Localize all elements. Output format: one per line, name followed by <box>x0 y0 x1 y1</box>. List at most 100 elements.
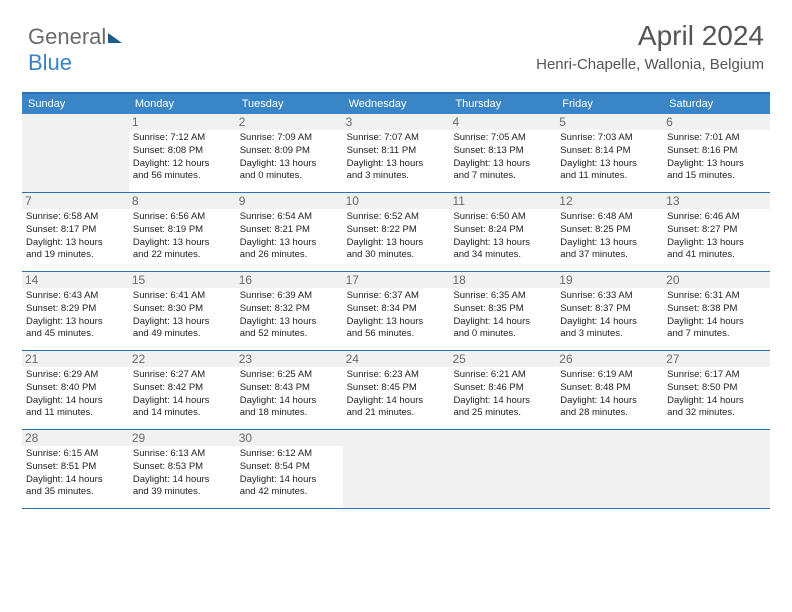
sunrise: Sunrise: 6:29 AM <box>26 369 125 382</box>
day-cell-empty <box>556 430 663 508</box>
sunset: Sunset: 8:40 PM <box>26 382 125 395</box>
daylight-line1: Daylight: 14 hours <box>667 316 766 329</box>
sunset: Sunset: 8:25 PM <box>560 224 659 237</box>
sunrise: Sunrise: 6:27 AM <box>133 369 232 382</box>
daylight-line1: Daylight: 14 hours <box>347 395 446 408</box>
daylight-line2: and 0 minutes. <box>453 328 552 341</box>
day-number: 9 <box>236 193 343 209</box>
daylight-line1: Daylight: 13 hours <box>26 237 125 250</box>
daylight-line2: and 7 minutes. <box>667 328 766 341</box>
dow-row: SundayMondayTuesdayWednesdayThursdayFrid… <box>22 94 770 114</box>
daylight-line1: Daylight: 13 hours <box>453 237 552 250</box>
day-info: Sunrise: 6:37 AMSunset: 8:34 PMDaylight:… <box>347 290 446 341</box>
day-cell: 18Sunrise: 6:35 AMSunset: 8:35 PMDayligh… <box>449 272 556 350</box>
sunrise: Sunrise: 6:41 AM <box>133 290 232 303</box>
day-number: 1 <box>129 114 236 130</box>
daylight-line2: and 3 minutes. <box>560 328 659 341</box>
day-cell: 13Sunrise: 6:46 AMSunset: 8:27 PMDayligh… <box>663 193 770 271</box>
daylight-line1: Daylight: 14 hours <box>560 316 659 329</box>
day-cell-empty <box>343 430 450 508</box>
week-row: 7Sunrise: 6:58 AMSunset: 8:17 PMDaylight… <box>22 193 770 272</box>
day-number: 22 <box>129 351 236 367</box>
daylight-line2: and 25 minutes. <box>453 407 552 420</box>
sunrise: Sunrise: 7:07 AM <box>347 132 446 145</box>
sunrise: Sunrise: 6:17 AM <box>667 369 766 382</box>
day-info: Sunrise: 7:05 AMSunset: 8:13 PMDaylight:… <box>453 132 552 183</box>
day-info: Sunrise: 7:01 AMSunset: 8:16 PMDaylight:… <box>667 132 766 183</box>
sunrise: Sunrise: 6:52 AM <box>347 211 446 224</box>
day-info: Sunrise: 6:31 AMSunset: 8:38 PMDaylight:… <box>667 290 766 341</box>
day-info: Sunrise: 7:09 AMSunset: 8:09 PMDaylight:… <box>240 132 339 183</box>
logo: General Blue <box>28 24 122 76</box>
day-cell: 9 Sunrise: 6:54 AMSunset: 8:21 PMDaylight… <box>236 193 343 271</box>
sunset: Sunset: 8:54 PM <box>240 461 339 474</box>
daylight-line2: and 0 minutes. <box>240 170 339 183</box>
day-number: 17 <box>343 272 450 288</box>
day-info: Sunrise: 6:17 AMSunset: 8:50 PMDaylight:… <box>667 369 766 420</box>
daylight-line1: Daylight: 14 hours <box>240 395 339 408</box>
day-info: Sunrise: 6:27 AMSunset: 8:42 PMDaylight:… <box>133 369 232 420</box>
logo-part2: Blue <box>28 50 72 75</box>
day-info: Sunrise: 6:15 AMSunset: 8:51 PMDaylight:… <box>26 448 125 499</box>
calendar: SundayMondayTuesdayWednesdayThursdayFrid… <box>22 92 770 509</box>
day-info: Sunrise: 6:39 AMSunset: 8:32 PMDaylight:… <box>240 290 339 341</box>
daylight-line2: and 28 minutes. <box>560 407 659 420</box>
day-number: 11 <box>449 193 556 209</box>
daylight-line1: Daylight: 13 hours <box>240 158 339 171</box>
daylight-line2: and 22 minutes. <box>133 249 232 262</box>
day-cell: 5Sunrise: 7:03 AMSunset: 8:14 PMDaylight… <box>556 114 663 192</box>
day-cell-empty <box>22 114 129 192</box>
daylight-line1: Daylight: 13 hours <box>347 158 446 171</box>
day-cell: 21Sunrise: 6:29 AMSunset: 8:40 PMDayligh… <box>22 351 129 429</box>
sunset: Sunset: 8:29 PM <box>26 303 125 316</box>
daylight-line2: and 26 minutes. <box>240 249 339 262</box>
logo-triangle-icon <box>108 33 122 43</box>
sunrise: Sunrise: 6:39 AM <box>240 290 339 303</box>
sunrise: Sunrise: 6:31 AM <box>667 290 766 303</box>
daylight-line2: and 18 minutes. <box>240 407 339 420</box>
day-cell: 27Sunrise: 6:17 AMSunset: 8:50 PMDayligh… <box>663 351 770 429</box>
daylight-line2: and 11 minutes. <box>26 407 125 420</box>
dow-cell: Thursday <box>449 94 556 114</box>
day-cell: 1Sunrise: 7:12 AMSunset: 8:08 PMDaylight… <box>129 114 236 192</box>
daylight-line2: and 41 minutes. <box>667 249 766 262</box>
sunset: Sunset: 8:53 PM <box>133 461 232 474</box>
daylight-line1: Daylight: 13 hours <box>560 158 659 171</box>
sunrise: Sunrise: 6:46 AM <box>667 211 766 224</box>
day-cell: 15Sunrise: 6:41 AMSunset: 8:30 PMDayligh… <box>129 272 236 350</box>
day-info: Sunrise: 6:54 AMSunset: 8:21 PMDaylight:… <box>240 211 339 262</box>
daylight-line2: and 56 minutes. <box>133 170 232 183</box>
day-cell: 30Sunrise: 6:12 AMSunset: 8:54 PMDayligh… <box>236 430 343 508</box>
sunset: Sunset: 8:45 PM <box>347 382 446 395</box>
daylight-line1: Daylight: 13 hours <box>453 158 552 171</box>
sunset: Sunset: 8:16 PM <box>667 145 766 158</box>
daylight-line1: Daylight: 14 hours <box>453 316 552 329</box>
daylight-line1: Daylight: 13 hours <box>240 237 339 250</box>
daylight-line2: and 11 minutes. <box>560 170 659 183</box>
sunset: Sunset: 8:21 PM <box>240 224 339 237</box>
day-info: Sunrise: 7:07 AMSunset: 8:11 PMDaylight:… <box>347 132 446 183</box>
day-cell: 20Sunrise: 6:31 AMSunset: 8:38 PMDayligh… <box>663 272 770 350</box>
daylight-line1: Daylight: 14 hours <box>133 395 232 408</box>
daylight-line1: Daylight: 13 hours <box>240 316 339 329</box>
sunset: Sunset: 8:13 PM <box>453 145 552 158</box>
day-info: Sunrise: 6:58 AMSunset: 8:17 PMDaylight:… <box>26 211 125 262</box>
sunrise: Sunrise: 6:58 AM <box>26 211 125 224</box>
day-info: Sunrise: 6:50 AMSunset: 8:24 PMDaylight:… <box>453 211 552 262</box>
location: Henri-Chapelle, Wallonia, Belgium <box>536 56 764 73</box>
sunset: Sunset: 8:11 PM <box>347 145 446 158</box>
day-info: Sunrise: 6:46 AMSunset: 8:27 PMDaylight:… <box>667 211 766 262</box>
daylight-line2: and 49 minutes. <box>133 328 232 341</box>
header-right: April 2024 Henri-Chapelle, Wallonia, Bel… <box>536 20 764 73</box>
day-number: 25 <box>449 351 556 367</box>
sunrise: Sunrise: 6:33 AM <box>560 290 659 303</box>
day-number: 28 <box>22 430 129 446</box>
day-cell: 23Sunrise: 6:25 AMSunset: 8:43 PMDayligh… <box>236 351 343 429</box>
sunrise: Sunrise: 6:15 AM <box>26 448 125 461</box>
sunset: Sunset: 8:38 PM <box>667 303 766 316</box>
day-number: 5 <box>556 114 663 130</box>
day-cell: 19Sunrise: 6:33 AMSunset: 8:37 PMDayligh… <box>556 272 663 350</box>
sunrise: Sunrise: 6:43 AM <box>26 290 125 303</box>
day-cell: 28 Sunrise: 6:15 AMSunset: 8:51 PMDayligh… <box>22 430 129 508</box>
day-cell-empty <box>449 430 556 508</box>
